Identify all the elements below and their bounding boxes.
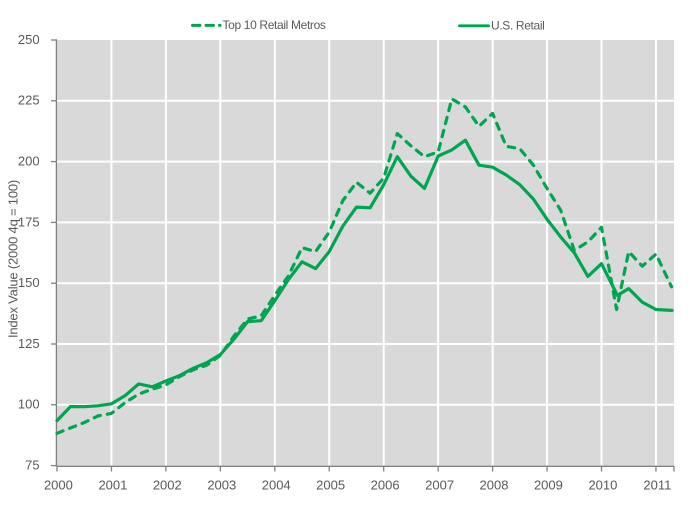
svg-text:250: 250: [18, 32, 40, 47]
svg-text:175: 175: [18, 214, 40, 229]
svg-text:2006: 2006: [371, 477, 400, 492]
svg-text:2009: 2009: [534, 477, 563, 492]
svg-text:100: 100: [18, 397, 40, 412]
svg-text:225: 225: [18, 93, 40, 108]
svg-text:2010: 2010: [588, 477, 617, 492]
svg-text:Index Value (2000 4q = 100): Index Value (2000 4q = 100): [5, 180, 20, 338]
svg-text:2011: 2011: [643, 477, 671, 492]
svg-text:75: 75: [25, 458, 39, 473]
svg-text:2007: 2007: [425, 477, 454, 492]
svg-text:2005: 2005: [316, 477, 345, 492]
svg-text:2000: 2000: [44, 477, 73, 492]
svg-text:2002: 2002: [153, 477, 182, 492]
svg-text:2003: 2003: [207, 477, 236, 492]
svg-text:125: 125: [18, 336, 40, 351]
svg-text:U.S. Retail: U.S. Retail: [491, 18, 545, 32]
svg-text:Top 10 Retail Metros: Top 10 Retail Metros: [223, 18, 326, 32]
svg-text:2001: 2001: [98, 477, 127, 492]
svg-text:2004: 2004: [262, 477, 291, 492]
svg-text:200: 200: [18, 154, 40, 169]
svg-text:2008: 2008: [480, 477, 509, 492]
svg-text:150: 150: [18, 275, 40, 290]
